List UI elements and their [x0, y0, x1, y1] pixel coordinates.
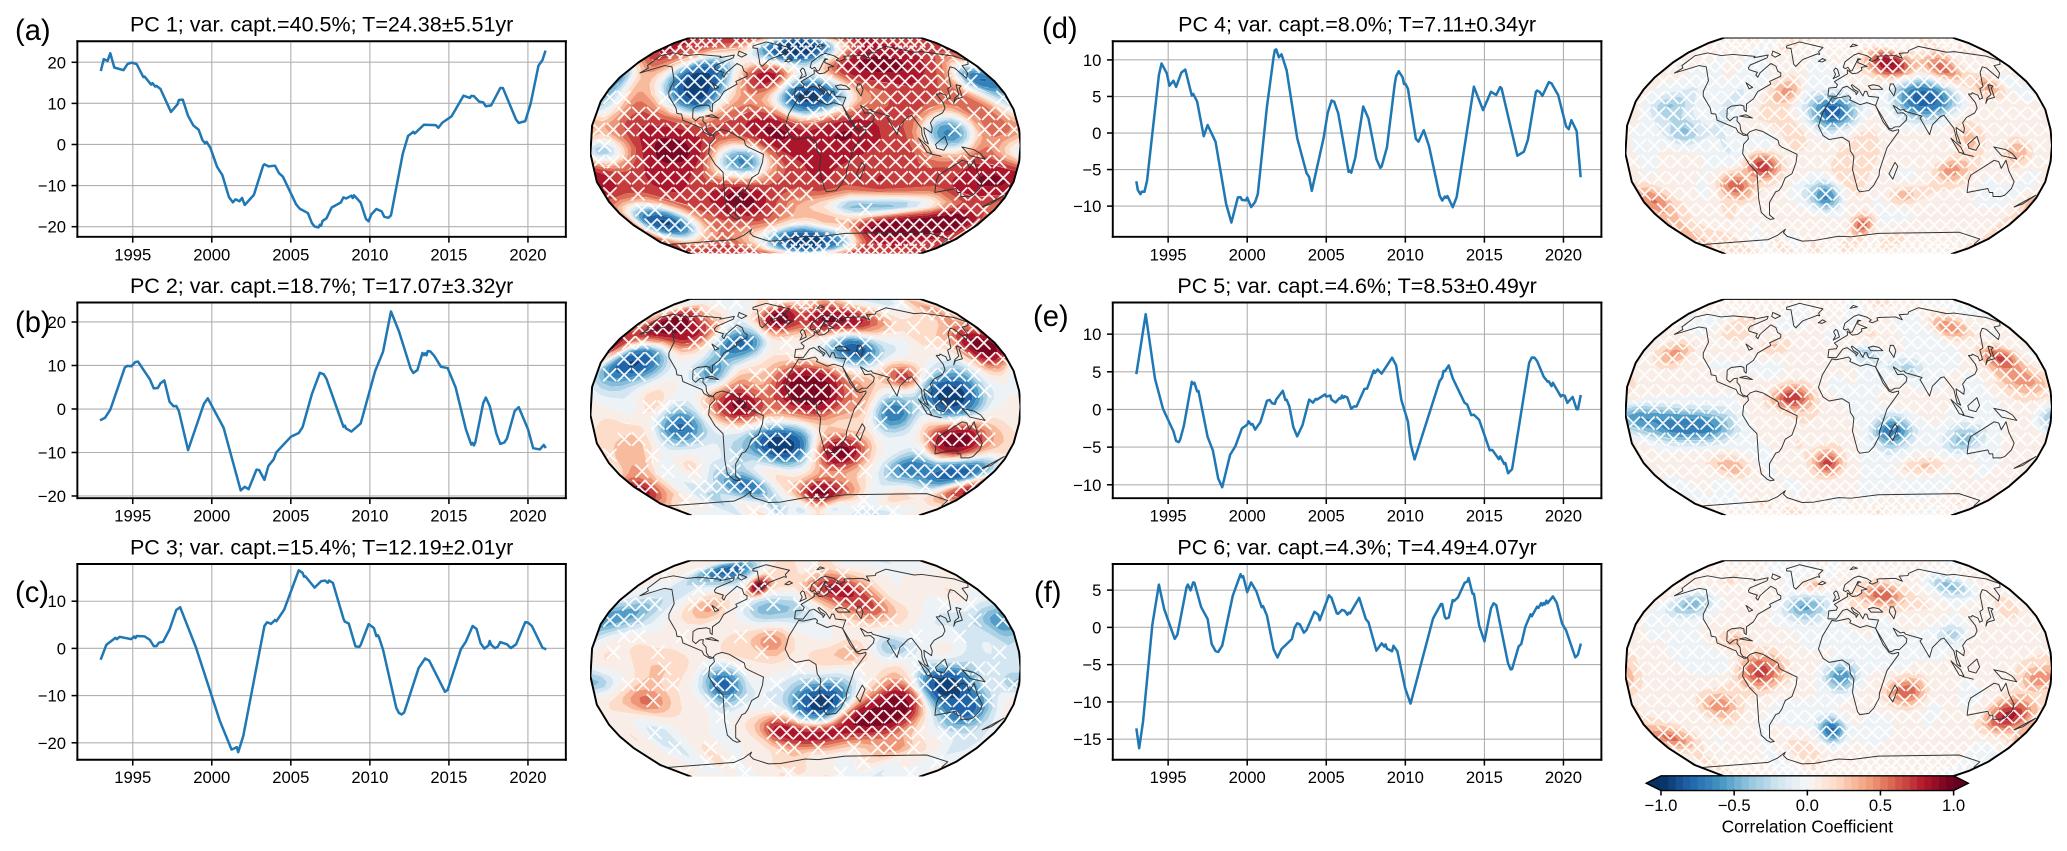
- svg-text:2020: 2020: [509, 507, 546, 526]
- svg-text:Correlation Coefficient: Correlation Coefficient: [1722, 817, 1894, 837]
- svg-text:10: 10: [47, 94, 66, 113]
- svg-text:(f): (f): [1034, 577, 1062, 609]
- svg-text:2015: 2015: [430, 768, 467, 787]
- svg-text:2010: 2010: [351, 507, 388, 526]
- svg-text:−10: −10: [1073, 693, 1101, 712]
- svg-text:2020: 2020: [1545, 245, 1582, 264]
- svg-text:0: 0: [1092, 618, 1101, 637]
- svg-text:2015: 2015: [1466, 507, 1503, 526]
- svg-text:−5: −5: [1082, 656, 1101, 675]
- svg-text:2000: 2000: [1229, 245, 1266, 264]
- svg-text:−5: −5: [1082, 161, 1101, 180]
- svg-text:20: 20: [47, 313, 66, 332]
- svg-text:10: 10: [47, 592, 66, 611]
- svg-text:2005: 2005: [1308, 245, 1345, 264]
- svg-text:0: 0: [57, 136, 66, 155]
- svg-text:0: 0: [1092, 401, 1101, 420]
- svg-text:0: 0: [1092, 124, 1101, 143]
- svg-text:2020: 2020: [1545, 768, 1582, 787]
- svg-text:2000: 2000: [193, 507, 230, 526]
- svg-text:PC 2; var. capt.=18.7%; T=17.0: PC 2; var. capt.=18.7%; T=17.07±3.32yr: [130, 274, 513, 298]
- svg-text:2005: 2005: [1308, 507, 1345, 526]
- svg-text:2005: 2005: [272, 768, 309, 787]
- svg-text:−10: −10: [1073, 476, 1101, 495]
- svg-text:(d): (d): [1042, 13, 1078, 45]
- svg-text:(e): (e): [1033, 301, 1069, 333]
- svg-text:2005: 2005: [272, 245, 309, 264]
- svg-text:2000: 2000: [193, 768, 230, 787]
- svg-text:−1.0: −1.0: [1645, 796, 1678, 815]
- svg-text:−20: −20: [38, 734, 66, 753]
- svg-text:10: 10: [1083, 51, 1102, 70]
- svg-text:5: 5: [1092, 581, 1101, 600]
- svg-text:−20: −20: [38, 487, 66, 506]
- svg-text:2015: 2015: [1466, 245, 1503, 264]
- svg-text:−10: −10: [38, 177, 66, 196]
- svg-text:0.5: 0.5: [1869, 796, 1892, 815]
- svg-text:1995: 1995: [114, 768, 151, 787]
- svg-text:2010: 2010: [351, 768, 388, 787]
- svg-text:2000: 2000: [1229, 507, 1266, 526]
- svg-text:(a): (a): [15, 15, 51, 47]
- svg-text:2010: 2010: [1387, 507, 1424, 526]
- svg-text:−10: −10: [1073, 197, 1101, 216]
- svg-text:−0.5: −0.5: [1718, 796, 1751, 815]
- svg-text:PC 4; var. capt.=8.0%; T=7.11±: PC 4; var. capt.=8.0%; T=7.11±0.34yr: [1178, 12, 1536, 36]
- svg-text:−10: −10: [38, 687, 66, 706]
- svg-text:2015: 2015: [430, 507, 467, 526]
- svg-text:2005: 2005: [272, 507, 309, 526]
- svg-text:1.0: 1.0: [1942, 796, 1965, 815]
- svg-text:2020: 2020: [509, 245, 546, 264]
- svg-text:1995: 1995: [114, 507, 151, 526]
- svg-text:20: 20: [47, 53, 66, 72]
- svg-text:2010: 2010: [1387, 245, 1424, 264]
- svg-text:0.0: 0.0: [1796, 796, 1819, 815]
- svg-text:−10: −10: [38, 444, 66, 463]
- svg-text:2010: 2010: [1387, 768, 1424, 787]
- svg-text:PC 5; var. capt.=4.6%; T=8.53±: PC 5; var. capt.=4.6%; T=8.53±0.49yr: [1177, 274, 1536, 298]
- svg-text:0: 0: [57, 639, 66, 658]
- svg-text:2015: 2015: [1466, 768, 1503, 787]
- svg-text:2005: 2005: [1308, 768, 1345, 787]
- svg-text:2010: 2010: [351, 245, 388, 264]
- svg-text:1995: 1995: [114, 245, 151, 264]
- svg-text:2020: 2020: [509, 768, 546, 787]
- svg-text:5: 5: [1092, 87, 1101, 106]
- svg-text:2000: 2000: [1229, 768, 1266, 787]
- svg-text:10: 10: [47, 357, 66, 376]
- svg-text:2000: 2000: [193, 245, 230, 264]
- svg-text:PC 1; var. capt.=40.5%; T=24.3: PC 1; var. capt.=40.5%; T=24.38±5.51yr: [130, 12, 513, 36]
- svg-text:(c): (c): [15, 577, 49, 609]
- svg-text:1995: 1995: [1150, 507, 1187, 526]
- svg-text:1995: 1995: [1150, 768, 1187, 787]
- svg-text:−20: −20: [38, 218, 66, 237]
- svg-text:−5: −5: [1082, 438, 1101, 457]
- svg-text:PC 3; var. capt.=15.4%; T=12.1: PC 3; var. capt.=15.4%; T=12.19±2.01yr: [130, 535, 513, 559]
- svg-text:2015: 2015: [430, 245, 467, 264]
- svg-text:0: 0: [57, 400, 66, 419]
- svg-text:10: 10: [1083, 325, 1102, 344]
- svg-text:2020: 2020: [1545, 507, 1582, 526]
- svg-text:5: 5: [1092, 363, 1101, 382]
- svg-text:1995: 1995: [1150, 245, 1187, 264]
- svg-text:PC 6; var. capt.=4.3%; T=4.49±: PC 6; var. capt.=4.3%; T=4.49±4.07yr: [1177, 535, 1536, 559]
- svg-text:(b): (b): [15, 307, 51, 339]
- svg-text:−15: −15: [1073, 730, 1101, 749]
